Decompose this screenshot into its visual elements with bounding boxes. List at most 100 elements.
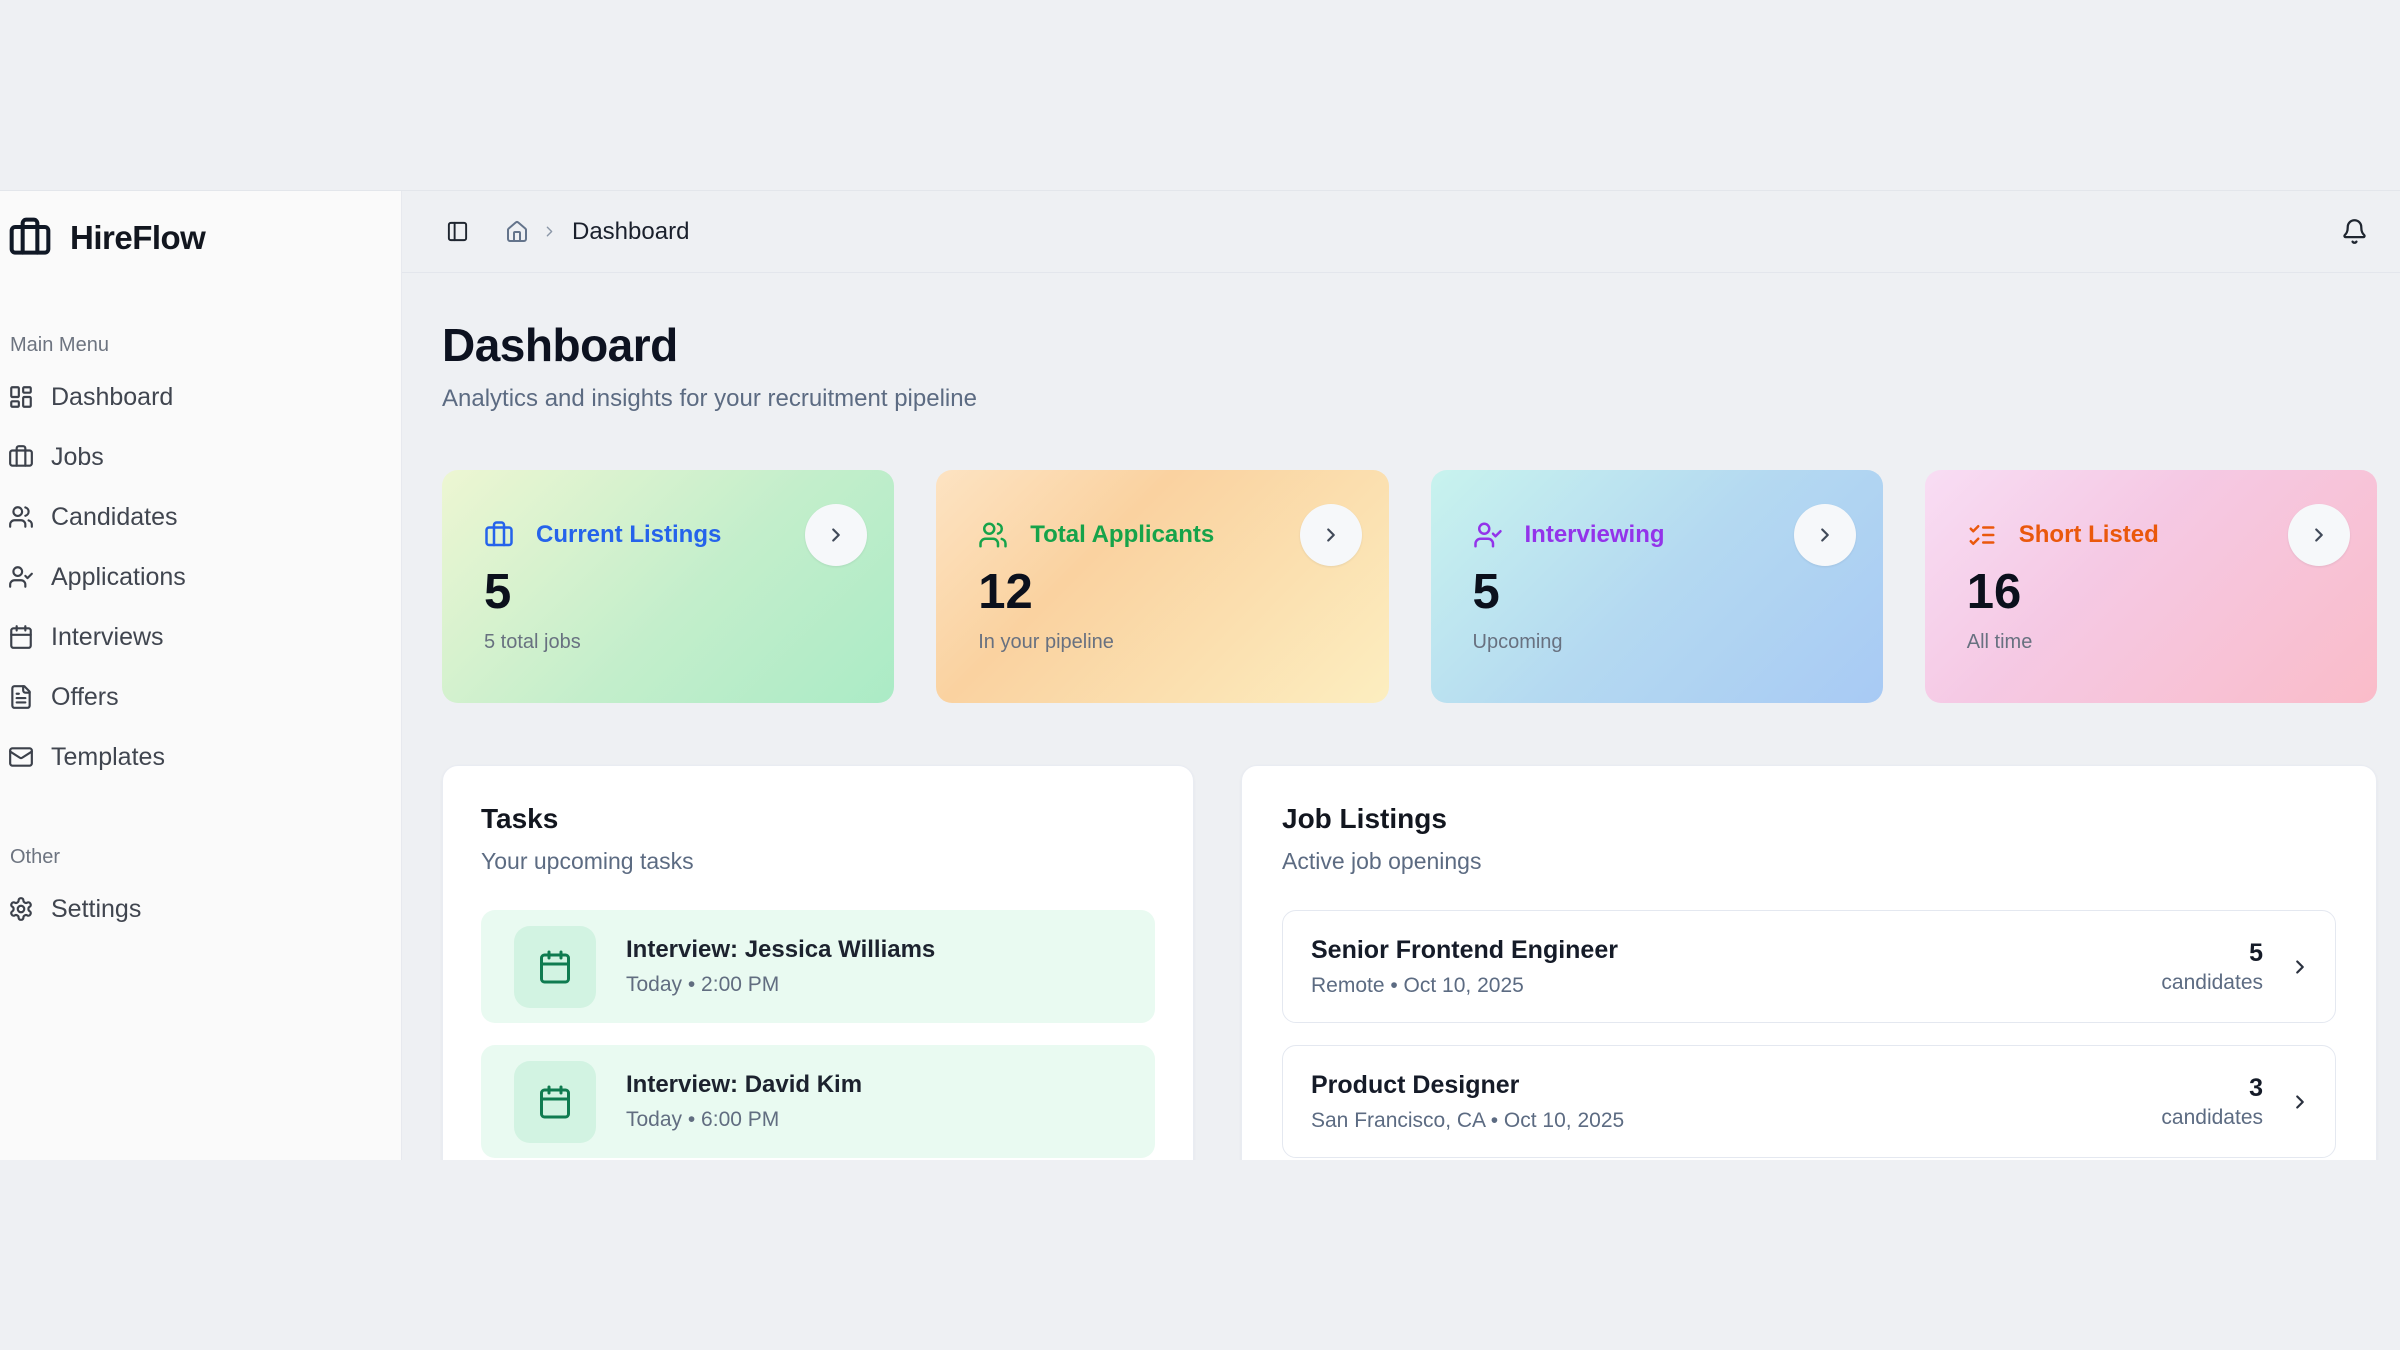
users-icon: [9, 506, 33, 528]
stat-card-arrow-button[interactable]: [2288, 504, 2350, 566]
job-listing-row[interactable]: Senior Frontend Engineer Remote • Oct 10…: [1282, 910, 2336, 1023]
job-candidate-count: 3: [2249, 1073, 2263, 1102]
chevron-right-icon: [1820, 528, 1829, 542]
gear-icon: [10, 897, 32, 921]
sidebar-item-label: Jobs: [51, 442, 104, 471]
file-text-icon: [11, 685, 31, 709]
sidebar-section-label-main-menu: Main Menu: [10, 334, 109, 356]
topbar: Dashboard: [402, 191, 2400, 273]
stat-card-total-applicants[interactable]: Total Applicants 12 In your pipeline: [936, 470, 1389, 703]
job-candidates: 3 candidates: [2161, 1074, 2263, 1130]
task-title: Interview: Jessica Williams: [626, 936, 936, 963]
sidebar-item-label: Candidates: [51, 502, 178, 531]
page-title: Dashboard: [442, 319, 678, 371]
job-listings-panel: Job Listings Active job openings Senior …: [1241, 765, 2377, 1160]
job-candidates: 5 candidates: [2161, 939, 2263, 995]
stat-label: Interviewing: [1524, 521, 1665, 548]
stat-card-arrow-button[interactable]: [1793, 504, 1856, 566]
tasks-subtitle: Your upcoming tasks: [481, 848, 694, 874]
job-meta: San Francisco, CA • Oct 10, 2025: [1311, 1108, 1625, 1132]
stat-caption: Upcoming: [1472, 631, 1563, 653]
sidebar-item-interviews[interactable]: Interviews: [8, 607, 381, 667]
job-candidate-count: 5: [2249, 938, 2263, 967]
sidebar-section-label-other: Other: [10, 846, 61, 868]
tasks-title: Tasks: [481, 803, 559, 834]
user-check-icon: [1473, 522, 1502, 548]
task-text: Interview: Jessica Williams Today • 2:00…: [626, 936, 935, 997]
sidebar-item-applications[interactable]: Applications: [8, 547, 381, 607]
task-time: Today • 2:00 PM: [626, 973, 780, 996]
user-check-icon: [9, 566, 33, 588]
chevron-right-icon: [2296, 1094, 2304, 1109]
stat-caption: All time: [1966, 631, 2033, 653]
mail-icon: [9, 747, 33, 767]
briefcase-logo-icon: [8, 216, 52, 260]
sidebar-item-offers[interactable]: Offers: [8, 667, 381, 727]
notifications-button[interactable]: [2341, 218, 2368, 245]
sidebar-item-label: Offers: [51, 682, 119, 711]
sidebar-toggle-button[interactable]: [446, 220, 469, 243]
stat-card-arrow-button[interactable]: [1299, 504, 1362, 566]
stat-caption: 5 total jobs: [484, 631, 581, 653]
sidebar-item-label: Templates: [51, 742, 165, 771]
job-title: Senior Frontend Engineer: [1311, 935, 1618, 964]
stat-card-arrow-button[interactable]: [805, 504, 868, 566]
task-item[interactable]: Interview: David Kim Today • 6:00 PM: [481, 1045, 1155, 1158]
sidebar-item-dashboard[interactable]: Dashboard: [8, 367, 381, 427]
layout-dashboard-icon: [10, 386, 32, 408]
job-candidate-label: candidates: [2161, 1105, 2263, 1129]
stat-label: Current Listings: [536, 521, 722, 548]
job-listing-row[interactable]: Product Designer San Francisco, CA • Oct…: [1282, 1045, 2336, 1158]
breadcrumb-home-button[interactable]: [505, 220, 529, 244]
bell-icon: [2343, 219, 2366, 244]
stat-card-current-listings[interactable]: Current Listings 5 5 total jobs: [442, 470, 895, 703]
sidebar-item-label: Dashboard: [51, 382, 174, 411]
stat-card-short-listed[interactable]: Short Listed 16 All time: [1924, 470, 2377, 703]
users-icon: [979, 522, 1007, 548]
job-text: Product Designer San Francisco, CA • Oct…: [1311, 1071, 1624, 1133]
chevron-right-icon: [546, 226, 553, 237]
job-listings-subtitle: Active job openings: [1282, 848, 1482, 874]
job-row-arrow: [2289, 956, 2311, 978]
job-meta: Remote • Oct 10, 2025: [1311, 973, 1524, 997]
stat-label: Total Applicants: [1030, 521, 1215, 548]
job-candidate-label: candidates: [2161, 970, 2263, 994]
panel-left-icon: [447, 221, 468, 242]
stat-card-interviewing[interactable]: Interviewing 5 Upcoming: [1430, 470, 1883, 703]
task-item[interactable]: Interview: Jessica Williams Today • 2:00…: [481, 910, 1155, 1023]
bottom-row: Tasks Your upcoming tasks Interview: Jes…: [442, 765, 2377, 1160]
stats-row: Current Listings 5 5 total jobs Total Ap…: [442, 470, 2377, 703]
chevron-right-icon: [2315, 528, 2323, 542]
stat-card-header: Total Applicants: [978, 518, 1360, 552]
breadcrumb-current-page[interactable]: Dashboard: [572, 217, 690, 245]
job-text: Senior Frontend Engineer Remote • Oct 10…: [1311, 936, 1618, 998]
sidebar-item-candidates[interactable]: Candidates: [8, 487, 381, 547]
chevron-right-icon: [1326, 528, 1335, 542]
tasks-panel: Tasks Your upcoming tasks Interview: Jes…: [442, 765, 1194, 1160]
task-time: Today • 6:00 PM: [626, 1108, 780, 1131]
sidebar-item-settings[interactable]: Settings: [8, 879, 381, 939]
stat-card-header: Current Listings: [484, 518, 866, 552]
chevron-right-icon: [832, 528, 841, 542]
job-title: Product Designer: [1311, 1070, 1520, 1099]
main-area: Dashboard Dashboard Analytics and insigh…: [402, 191, 2400, 1160]
briefcase-icon: [485, 521, 513, 547]
job-listings-title: Job Listings: [1282, 803, 1447, 834]
stat-value: 16: [1966, 565, 2022, 619]
stat-value: 5: [484, 565, 512, 619]
job-row-arrow: [2289, 1091, 2311, 1113]
app-title: HireFlow: [70, 219, 206, 256]
task-text: Interview: David Kim Today • 6:00 PM: [626, 1071, 862, 1132]
stat-value: 12: [978, 565, 1033, 619]
app-window: HireFlow Main Menu Dashboard Jobs Candid…: [0, 190, 2400, 1160]
stat-label: Short Listed: [2018, 521, 2159, 548]
calendar-icon: [10, 625, 32, 649]
sidebar-item-templates[interactable]: Templates: [8, 727, 381, 787]
stat-card-header: Short Listed: [1967, 518, 2349, 552]
list-checks-icon: [1969, 525, 1995, 545]
sidebar-nav: Dashboard Jobs Candidates Applications I…: [8, 367, 381, 787]
breadcrumb-separator: [541, 223, 558, 240]
sidebar-item-label: Interviews: [51, 622, 164, 651]
sidebar-item-label: Settings: [51, 894, 142, 923]
sidebar-item-jobs[interactable]: Jobs: [8, 427, 381, 487]
